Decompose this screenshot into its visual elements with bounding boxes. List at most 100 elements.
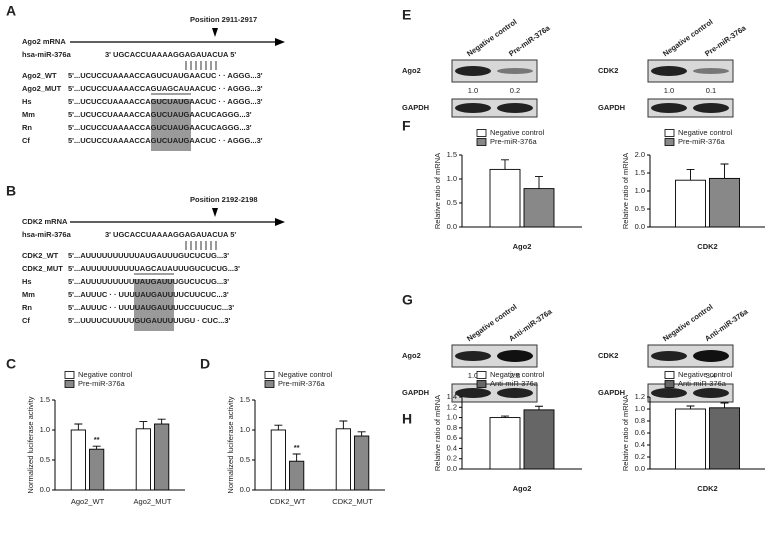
- mirna-seq: 3' UGCACCUAAAAGGAGAUACUA 5': [105, 230, 236, 239]
- row-seq: 5'...AUUUC · · UUUUAUGAUUUUCCUUCUC...3': [68, 303, 234, 312]
- bar: [354, 435, 370, 491]
- y-tick-label: 1.0: [240, 425, 250, 434]
- panel-letter: D: [200, 356, 210, 372]
- row-seq: 5'...UCUCCUAAAACCAGUCUAUGAACUC · · AGGG.…: [68, 71, 263, 80]
- bar: [335, 428, 351, 491]
- legend-swatch: [664, 138, 675, 146]
- panel-letter: B: [6, 183, 16, 199]
- y-tick-label: 1.0: [447, 174, 457, 183]
- legend-swatch: [664, 371, 675, 379]
- y-axis-label: Relative ratio of mRNA: [433, 153, 442, 229]
- y-tick-label: 0.4: [447, 443, 457, 452]
- y-tick-label: 1.5: [240, 395, 250, 404]
- bar: [270, 429, 286, 491]
- y-tick-label: 1.2: [447, 402, 457, 411]
- significance: **: [94, 435, 100, 444]
- lane-header: Pre-miR-376a: [703, 23, 748, 58]
- panel-letter: A: [6, 3, 16, 19]
- row-seq: 5'...AUUUUUUUUUUAUGAUUUGUCUCUG...3': [68, 251, 229, 260]
- band: [455, 103, 491, 113]
- row-label: Hs: [22, 97, 32, 106]
- seed-highlight: [134, 279, 174, 331]
- y-axis-label: Normalized luciferase activity: [226, 396, 235, 493]
- y-tick-label: 0.0: [40, 485, 50, 494]
- legend-swatch: [664, 380, 675, 388]
- row-seq: 5'...AUUUUUUUUUUAUGAUUUGUCUCUG...3': [68, 277, 229, 286]
- band: [497, 350, 533, 362]
- y-tick-label: 1.5: [40, 395, 50, 404]
- error-bar: [686, 168, 695, 181]
- band: [651, 103, 687, 113]
- y-tick-label: 1.2: [635, 392, 645, 401]
- blot-target: CDK2: [598, 351, 618, 360]
- legend-label: Negative control: [490, 128, 545, 137]
- y-tick-label: 1.5: [635, 168, 645, 177]
- mirna-name: hsa-miR-376a: [22, 230, 72, 239]
- y-axis-label: Relative ratio of mRNA: [621, 395, 630, 471]
- y-tick-label: 0.8: [447, 423, 457, 432]
- y-tick-label: 0.5: [447, 198, 457, 207]
- blot-control: GAPDH: [598, 103, 625, 112]
- y-tick-label: 0.0: [447, 222, 457, 231]
- ratio: 0.1: [706, 86, 716, 95]
- error-bar: [535, 176, 543, 189]
- bar: [709, 177, 740, 228]
- x-tick-label: CDK2_WT: [270, 497, 306, 506]
- legend-swatch: [264, 371, 275, 379]
- row-label: Mm: [22, 110, 35, 119]
- row-seq: 5'...UCUCCUAAAACCAGUCUAUGAACUC · · AGGG.…: [68, 136, 263, 145]
- legend-label: Pre-miR-376a: [490, 137, 538, 146]
- row-seq: 5'...AUUUC · · UUUUAUGAUUUUCUUCUC...3': [68, 290, 229, 299]
- legend-swatch: [476, 380, 487, 388]
- legend-label: Negative control: [678, 370, 733, 379]
- y-tick-label: 0.5: [40, 455, 50, 464]
- x-tick-label: Ago2_WT: [71, 497, 105, 506]
- blot-target: Ago2: [402, 66, 421, 75]
- row-label: Cf: [22, 316, 30, 325]
- mrna-label: Ago2 mRNA: [22, 37, 66, 46]
- ratio: 0.2: [510, 86, 520, 95]
- error-bar: [274, 424, 283, 430]
- row-seq: 5'...UCUCCUAAAACCAGUCUAUGAACUC · · AGGG.…: [68, 97, 263, 106]
- y-tick-label: 0.8: [635, 416, 645, 425]
- band: [693, 68, 729, 74]
- ratio: 2.8: [510, 371, 520, 380]
- y-tick-label: 0.6: [447, 433, 457, 442]
- bar: [70, 429, 86, 491]
- blot-control: GAPDH: [402, 388, 429, 397]
- bar: [89, 448, 105, 491]
- bar: [489, 417, 521, 470]
- band: [455, 66, 491, 76]
- panel-letter: E: [402, 7, 411, 23]
- band: [651, 388, 687, 398]
- row-label: Ago2_WT: [22, 71, 57, 80]
- bar: [675, 408, 706, 470]
- panel-letter: C: [6, 356, 16, 372]
- error-bar: [339, 420, 348, 429]
- band: [651, 66, 687, 76]
- error-bar: [74, 423, 83, 430]
- bar: [489, 168, 521, 228]
- error-bar: [139, 421, 148, 429]
- legend-label: Pre-miR-376a: [78, 379, 126, 388]
- legend-label: Negative control: [490, 370, 545, 379]
- row-label: Rn: [22, 123, 32, 132]
- row-seq: 5'...UCUCCUAAAACCAGUAGCAUAACUC · · AGGG.…: [68, 84, 263, 93]
- row-label: CDK2_WT: [22, 251, 59, 260]
- x-tick-label: CDK2_MUT: [332, 497, 373, 506]
- ratio: 1.0: [468, 371, 478, 380]
- position-marker: [212, 28, 218, 37]
- y-tick-label: 0.2: [447, 454, 457, 463]
- row-label: Hs: [22, 277, 32, 286]
- legend-swatch: [64, 371, 75, 379]
- y-tick-label: 0.5: [240, 455, 250, 464]
- legend-swatch: [264, 380, 275, 388]
- row-label: Ago2_MUT: [22, 84, 62, 93]
- y-tick-label: 1.0: [40, 425, 50, 434]
- band: [497, 103, 533, 113]
- ratio: 1.0: [664, 86, 674, 95]
- row-seq: 5'...UUUUCUUUUUGUGAUUUUUGU · CUC...3': [68, 316, 231, 325]
- y-axis-label: Normalized luciferase activity: [26, 396, 35, 493]
- row-label: CDK2_MUT: [22, 264, 63, 273]
